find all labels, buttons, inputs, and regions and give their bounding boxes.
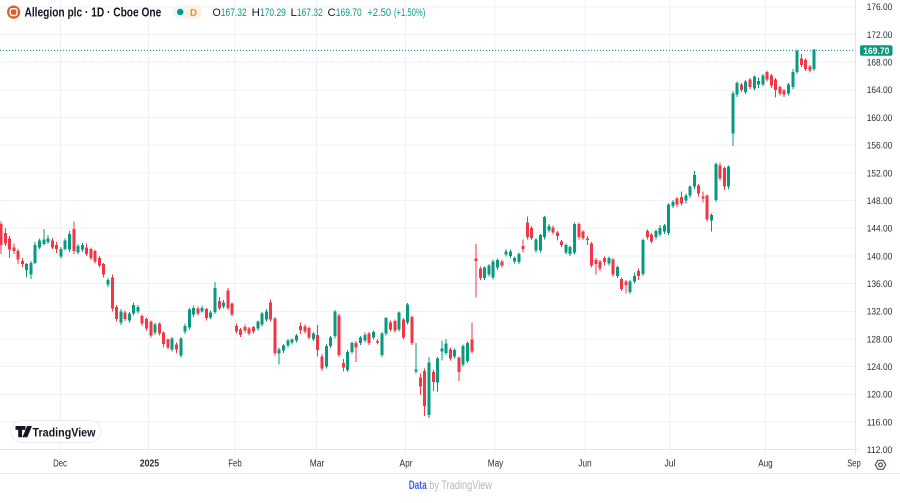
svg-text:132.00: 132.00 <box>867 307 893 318</box>
svg-text:172.00: 172.00 <box>867 30 893 41</box>
svg-text:C: C <box>328 7 336 19</box>
svg-text:128.00: 128.00 <box>867 334 893 345</box>
svg-text:140.00: 140.00 <box>867 251 893 262</box>
svg-text:169.70: 169.70 <box>336 7 362 19</box>
svg-text:144.00: 144.00 <box>867 224 893 235</box>
svg-text:148.00: 148.00 <box>867 196 893 207</box>
svg-text:Jul: Jul <box>665 459 676 470</box>
svg-text:112.00: 112.00 <box>867 445 893 456</box>
svg-text:2025: 2025 <box>140 459 160 470</box>
svg-text:Sep: Sep <box>847 459 861 470</box>
svg-text:D: D <box>190 7 197 19</box>
svg-text:Feb: Feb <box>228 459 242 470</box>
svg-text:Data: Data <box>409 478 427 492</box>
svg-text:+2.50: +2.50 <box>367 7 391 19</box>
svg-text:Apr: Apr <box>400 459 414 470</box>
svg-text:176.00: 176.00 <box>867 2 893 13</box>
svg-text:H: H <box>252 7 260 19</box>
svg-text:136.00: 136.00 <box>867 279 893 290</box>
svg-text:168.00: 168.00 <box>867 58 893 69</box>
svg-text:Mar: Mar <box>310 459 325 470</box>
svg-text:169.70: 169.70 <box>863 46 889 57</box>
svg-text:120.00: 120.00 <box>867 390 893 401</box>
svg-text:Aug: Aug <box>758 459 773 470</box>
svg-text:160.00: 160.00 <box>867 113 893 124</box>
svg-text:Dec: Dec <box>53 459 67 470</box>
svg-text:May: May <box>488 459 504 470</box>
svg-text:Jun: Jun <box>578 459 592 470</box>
svg-text:170.29: 170.29 <box>260 7 286 19</box>
svg-text:156.00: 156.00 <box>867 141 893 152</box>
svg-text:L: L <box>291 7 297 19</box>
svg-text:(+1.50%): (+1.50%) <box>394 7 425 19</box>
svg-text:TradingView: TradingView <box>33 425 97 439</box>
svg-text:152.00: 152.00 <box>867 168 893 179</box>
svg-text:by TradingView: by TradingView <box>429 478 492 492</box>
svg-text:Allegion plc · 1D · Cboe One: Allegion plc · 1D · Cboe One <box>25 5 162 20</box>
svg-text:124.00: 124.00 <box>867 362 893 373</box>
svg-text:116.00: 116.00 <box>867 417 893 428</box>
svg-text:167.32: 167.32 <box>297 7 323 19</box>
svg-text:164.00: 164.00 <box>867 85 893 96</box>
svg-text:167.32: 167.32 <box>221 7 247 19</box>
svg-text:O: O <box>213 7 222 19</box>
